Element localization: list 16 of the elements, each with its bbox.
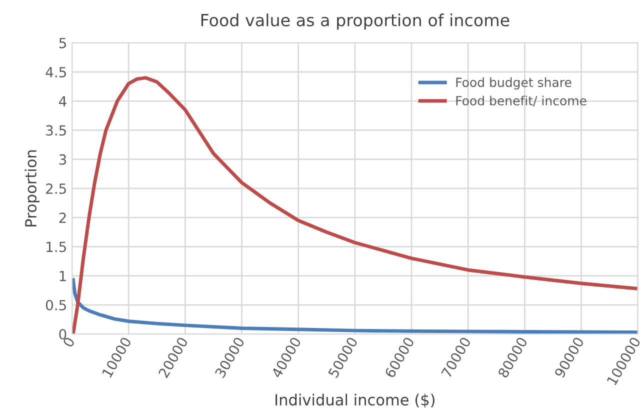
y-tick-label: 5 [59,38,66,48]
y-tick-label: 2.5 [46,183,66,194]
x-axis-title: Individual income ($) [276,394,434,408]
y-tick-label: 1 [60,270,66,282]
chart-title: Food value as a proportion of income [201,14,510,30]
y-tick-label: 2 [59,212,66,223]
y-tick-label: 4 [58,96,66,106]
y-tick-label: 4.5 [46,67,66,78]
y-tick-label: 0 [59,329,66,340]
y-tick-label: 3.5 [46,125,66,136]
y-axis-title: Proportion [24,150,40,226]
y-tick-label: 1.5 [46,242,66,252]
y-tick-label: 3 [59,154,66,165]
legend-label: Food benefit/ income [456,96,586,106]
legend-label: Food budget share [456,77,572,90]
y-tick-label: 0.5 [46,300,66,310]
